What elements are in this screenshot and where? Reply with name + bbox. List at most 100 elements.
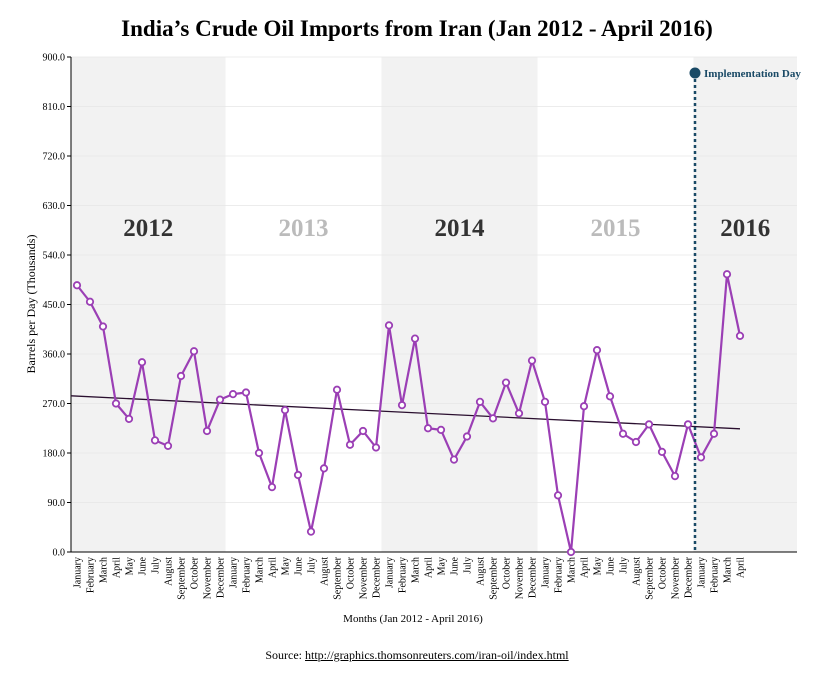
x-tick-label: September bbox=[645, 556, 656, 599]
x-tick-label: May bbox=[125, 557, 136, 575]
y-tick-label: 630.0 bbox=[43, 201, 66, 212]
data-point bbox=[241, 388, 251, 397]
y-axis-title: Barrels per Day (Thousands) bbox=[24, 235, 38, 374]
x-tick-label: March bbox=[411, 557, 422, 583]
x-tick-label: March bbox=[723, 557, 734, 583]
x-tick-label: April bbox=[580, 557, 591, 578]
x-tick-label: July bbox=[463, 557, 474, 574]
data-point bbox=[410, 334, 420, 343]
data-point bbox=[631, 437, 641, 447]
x-tick-label: January bbox=[697, 557, 708, 588]
year-label: 2014 bbox=[435, 215, 486, 242]
data-point bbox=[85, 297, 95, 306]
data-point bbox=[397, 401, 407, 410]
chart-title: India’s Crude Oil Imports from Iran (Jan… bbox=[121, 16, 713, 41]
x-tick-labels: January February March April May June July Augu… bbox=[73, 556, 747, 599]
x-tick-label: May bbox=[437, 557, 448, 575]
x-tick-label: January bbox=[385, 557, 396, 588]
data-point bbox=[657, 447, 667, 456]
data-point bbox=[579, 402, 589, 411]
data-point bbox=[553, 491, 563, 500]
data-point bbox=[722, 270, 732, 279]
x-tick-label: October bbox=[190, 556, 201, 589]
x-tick-label: January bbox=[229, 557, 240, 588]
x-tick-label: March bbox=[567, 557, 578, 583]
y-tick-label: 270.0 bbox=[43, 399, 66, 410]
x-tick-label: November bbox=[671, 556, 682, 599]
data-point bbox=[228, 390, 238, 399]
x-tick-label: December bbox=[372, 556, 383, 598]
data-point bbox=[384, 321, 394, 330]
trend-line bbox=[70, 395, 741, 430]
x-tick-label: November bbox=[515, 556, 526, 599]
data-point bbox=[137, 358, 147, 367]
data-point bbox=[124, 414, 134, 423]
data-point bbox=[358, 426, 368, 436]
x-tick-label: August bbox=[164, 557, 175, 586]
x-tick-label: October bbox=[658, 556, 669, 589]
data-point bbox=[332, 385, 342, 394]
x-tick-label: March bbox=[99, 557, 110, 583]
data-point bbox=[709, 429, 719, 438]
data-point bbox=[306, 527, 316, 536]
data-point bbox=[501, 378, 511, 387]
x-tick-label: June bbox=[450, 556, 461, 575]
x-tick-label: November bbox=[359, 556, 370, 599]
data-point bbox=[163, 441, 173, 450]
x-tick-label: June bbox=[606, 556, 617, 575]
data-point bbox=[371, 443, 381, 452]
y-tick-label: 0.0 bbox=[53, 548, 66, 559]
data-point bbox=[462, 432, 472, 441]
data-point bbox=[735, 331, 745, 340]
x-tick-label: April bbox=[736, 557, 747, 578]
year-labels: 2012 2013 2014 2015 2016 bbox=[123, 215, 770, 242]
data-point bbox=[72, 281, 82, 290]
data-point bbox=[618, 429, 628, 438]
x-tick-label: January bbox=[541, 557, 552, 588]
y-tick-label: 360.0 bbox=[43, 350, 66, 361]
data-point bbox=[488, 414, 498, 423]
x-tick-label: January bbox=[73, 557, 84, 588]
x-axis-title: Months (Jan 2012 - April 2016) bbox=[343, 613, 483, 625]
y-tick-label: 810.0 bbox=[43, 102, 66, 113]
data-point bbox=[293, 470, 303, 480]
x-tick-label: February bbox=[242, 557, 253, 593]
data-point bbox=[527, 356, 537, 365]
x-tick-label: July bbox=[307, 557, 318, 574]
x-tick-label: December bbox=[216, 556, 227, 598]
x-tick-label: July bbox=[151, 557, 162, 574]
data-point bbox=[423, 424, 433, 433]
data-point bbox=[592, 346, 602, 355]
x-tick-label: December bbox=[684, 556, 695, 598]
year-label: 2016 bbox=[720, 215, 770, 242]
x-tick-label: May bbox=[593, 557, 604, 575]
y-tick-label: 90.0 bbox=[48, 498, 66, 509]
x-tick-label: June bbox=[138, 556, 149, 575]
data-point bbox=[566, 547, 576, 557]
data-point bbox=[436, 425, 446, 434]
source-link[interactable]: http://graphics.thomsonreuters.com/iran-… bbox=[305, 648, 569, 662]
y-tick-label: 540.0 bbox=[43, 251, 66, 262]
year-label: 2015 bbox=[591, 215, 641, 242]
source-prefix: Source: bbox=[265, 648, 306, 662]
x-tick-label: April bbox=[268, 557, 279, 578]
y-tick-label: 900.0 bbox=[43, 53, 66, 64]
x-tick-label: July bbox=[619, 557, 630, 574]
x-tick-label: October bbox=[346, 556, 357, 589]
y-tick-label: 720.0 bbox=[43, 152, 66, 163]
y-tick-label: 450.0 bbox=[43, 300, 66, 311]
data-point bbox=[670, 471, 680, 481]
data-point bbox=[150, 436, 160, 445]
annotation-group: Implementation Day bbox=[689, 67, 801, 552]
series-group bbox=[72, 270, 745, 557]
x-tick-label: February bbox=[398, 557, 409, 593]
x-tick-label: November bbox=[203, 556, 214, 599]
data-point bbox=[475, 397, 485, 406]
x-tick-label: February bbox=[86, 557, 97, 593]
implementation-day-marker bbox=[689, 67, 701, 79]
data-point bbox=[202, 426, 212, 436]
data-point bbox=[319, 464, 329, 473]
x-tick-label: September bbox=[489, 556, 500, 599]
x-tick-label: March bbox=[255, 557, 266, 583]
x-tick-label: February bbox=[710, 557, 721, 593]
